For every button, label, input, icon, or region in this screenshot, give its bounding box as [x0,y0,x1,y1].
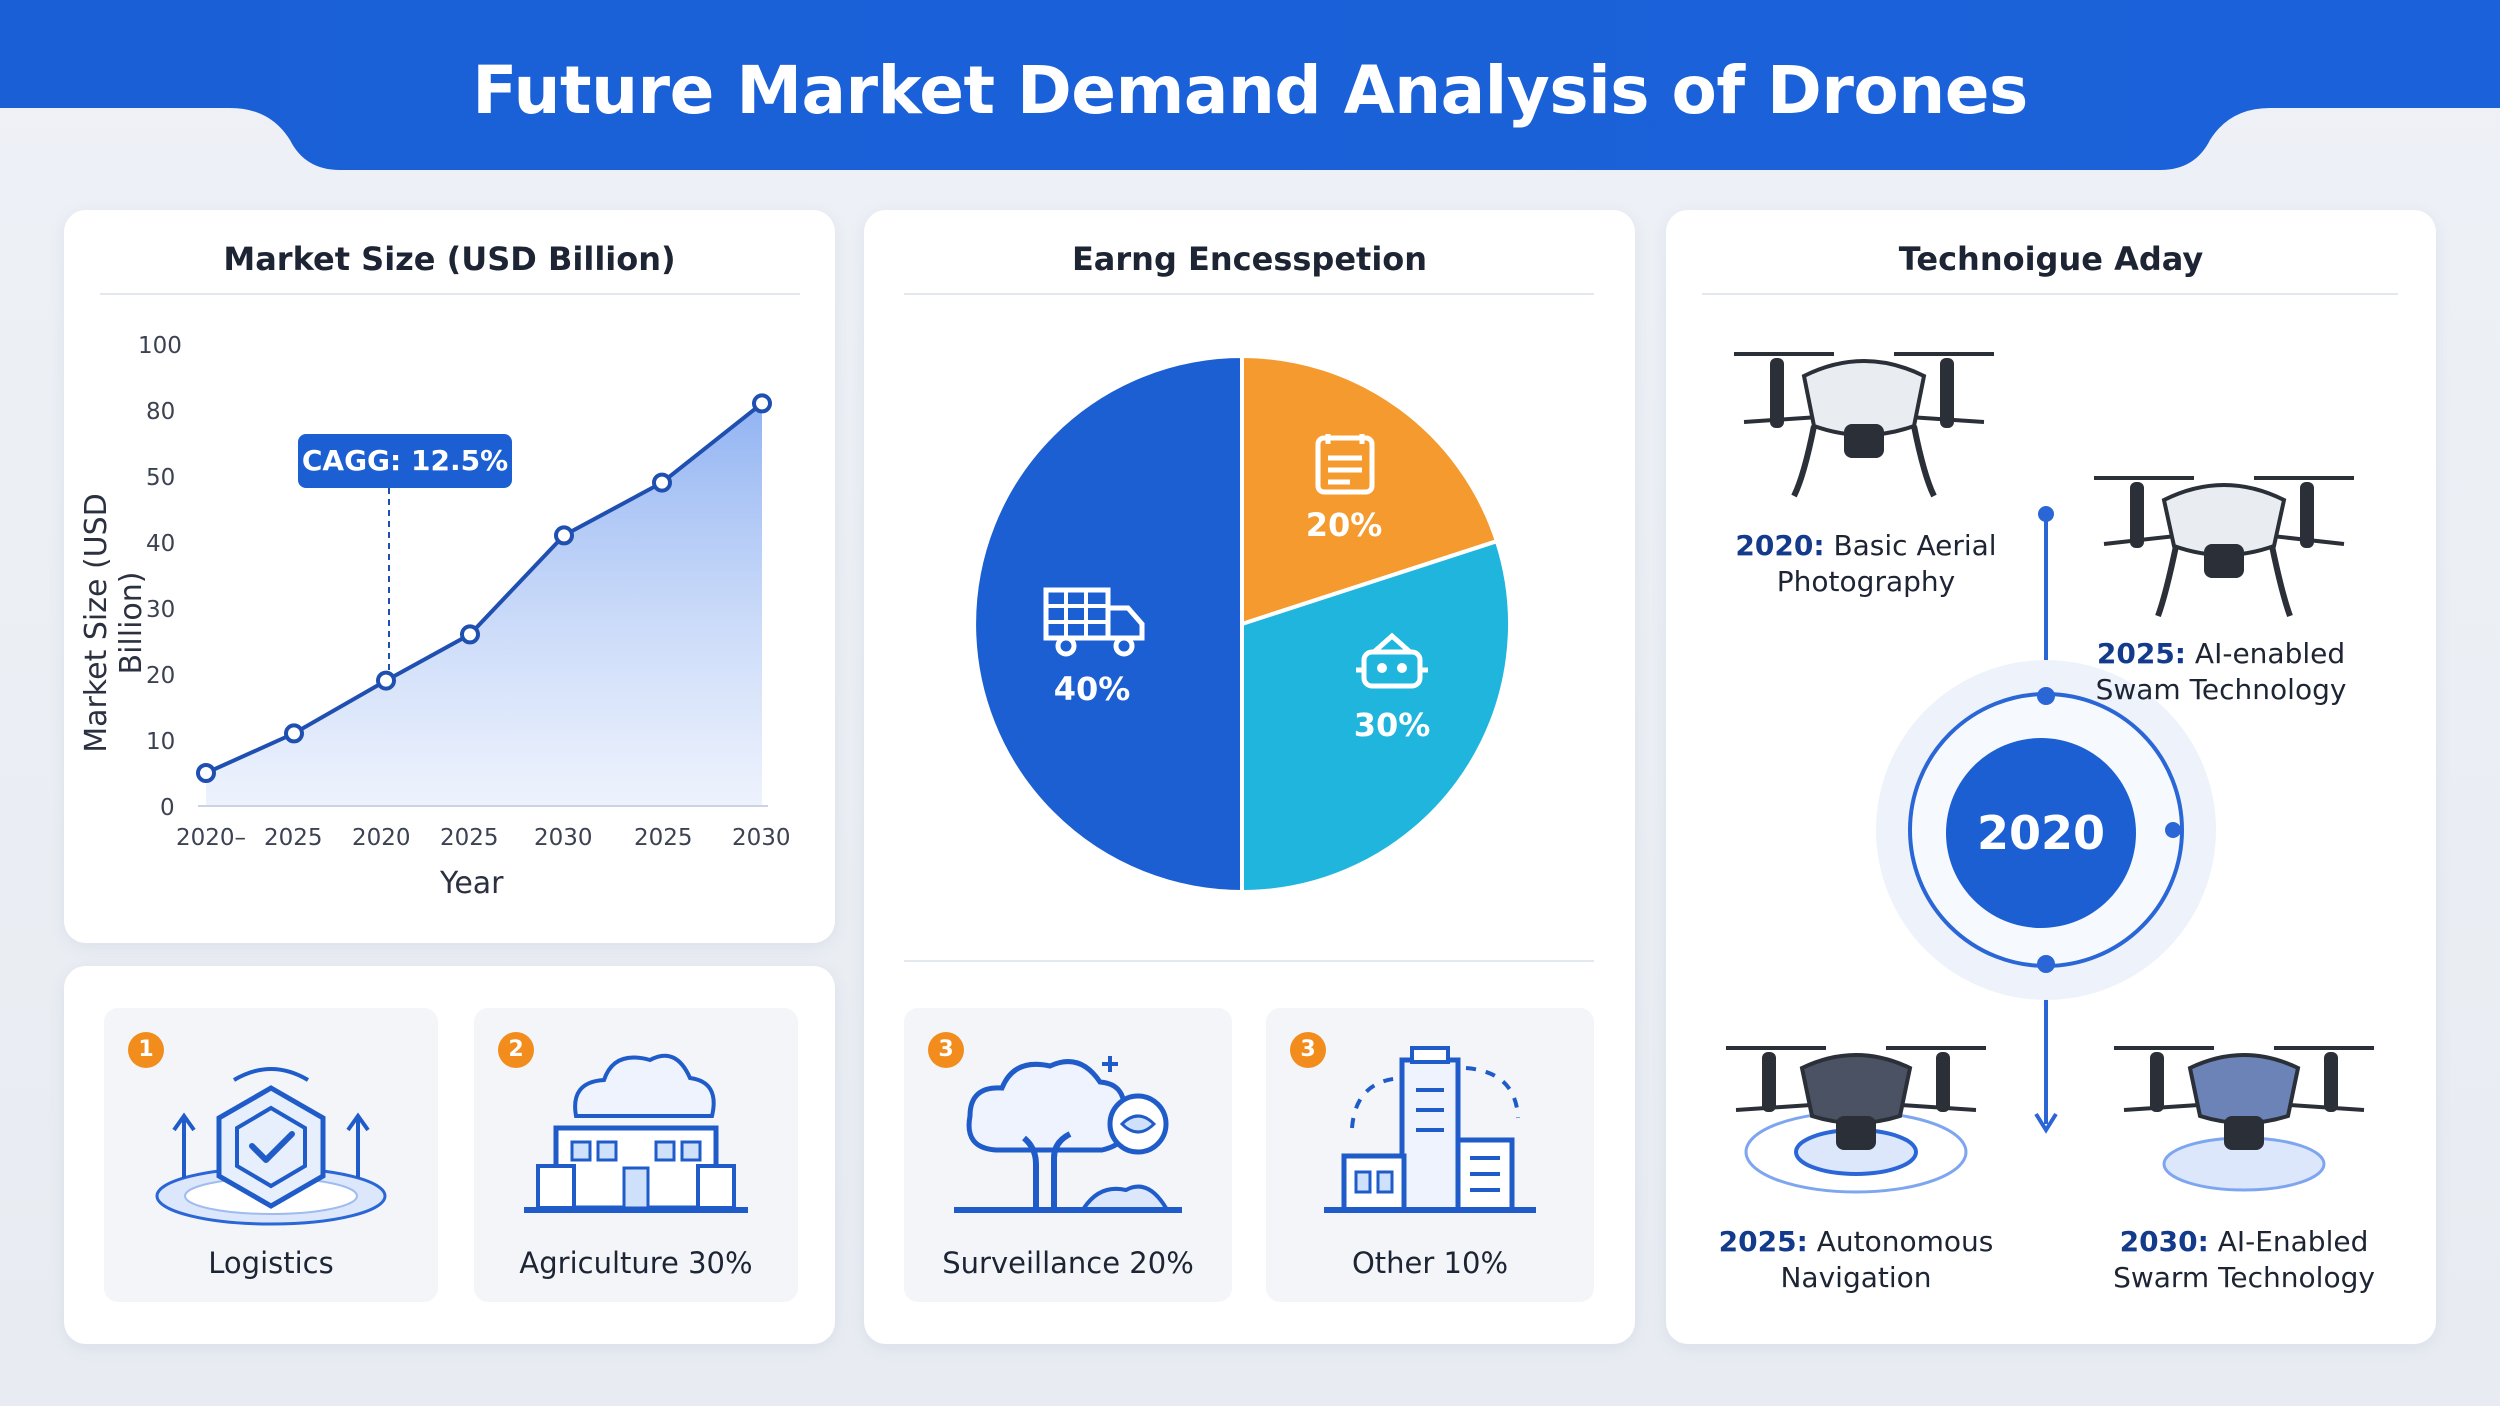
y-tick-label: 80 [146,399,176,425]
header-banner: Future Market Demand Analysis of Drones [0,0,2500,172]
milestone-text: Basic Aerial [1833,529,1997,562]
milestone-text: Autonomous [1816,1225,1994,1258]
x-tick-label: 2020– [176,825,247,851]
pie-chart-title: Earng Encesspetion [1071,240,1428,278]
x-tick-label: 2020 [352,825,411,851]
data-point [460,624,480,645]
segment-badge: 2 [498,1032,534,1068]
pie-slice-label: 20% [1305,506,1383,544]
data-point [652,472,672,493]
package-check-icon [155,1067,387,1226]
drone-icon [2094,476,2354,618]
segment-tile-surveillance[interactable]: 3 Surveillance 20% [904,1008,1232,1302]
x-axis-title: Year [440,866,504,901]
tree-eye-icon [954,1056,1182,1213]
drone-icon [2114,1046,2374,1192]
milestone-text: AI-Enabled [2217,1225,2369,1258]
milestone-text: Swam Technology [2095,673,2347,706]
milestone-caption: 2030: AI-Enabled Swarm Technology [2094,1224,2394,1296]
robot-icon [1356,632,1428,689]
timeline-center-year: 2020 [1946,738,2136,928]
milestone-text: Photography [1776,565,1956,598]
milestone-caption: 2020: Basic Aerial Photography [1716,528,2016,600]
timeline-title: Technoigue Aday [1898,240,2204,278]
drone-icon [1734,352,1994,498]
pie-divider [904,293,1594,295]
milestone-caption: 2025: Autonomous Navigation [1706,1224,2006,1296]
cagr-callout: CAGG: 12.5% [298,434,512,488]
market-size-divider [100,293,800,295]
segment-badge: 1 [128,1032,164,1068]
market-size-title: Market Size (USD Billion) [223,240,676,278]
milestone-year: 2020: [1735,529,1825,562]
milestone-year: 2025: [2096,637,2187,670]
x-tick-label: 2025 [634,825,693,851]
timeline-divider [1702,293,2398,295]
y-tick-label: 30 [146,597,176,623]
x-tick-label: 2025 [264,825,323,851]
segment-tile-other[interactable]: 3 Other 10% [1266,1008,1594,1302]
y-tick-label: 20 [146,663,176,689]
x-tick-label: 2025 [440,825,499,851]
milestone-text: Navigation [1780,1261,1932,1294]
y-axis-title: Market Size (USD Billion) [79,493,149,753]
milestone-text: AI-enabled [2194,637,2346,670]
y-tick-label: 100 [138,333,182,359]
milestone-text: Swarm Technology [2113,1261,2375,1294]
y-tick-label: 40 [146,531,176,557]
farm-building-icon [524,1053,748,1213]
market-size-chart [196,393,772,807]
delivery-truck-icon [1043,587,1145,657]
document-list-icon [1315,434,1375,495]
segment-label: Logistics [208,1246,334,1280]
y-tick-label: 0 [160,795,175,821]
segment-label: Surveillance 20% [942,1246,1194,1280]
data-point [284,723,304,744]
segment-tile-agriculture[interactable]: 2 Agriculture 30% [474,1008,798,1302]
banner-shape [0,0,2500,170]
pie-slice-label: 30% [1353,706,1431,744]
pie-bottom-divider [904,960,1594,962]
drone-icon [1726,1046,1986,1194]
x-tick-label: 2030 [534,825,593,851]
y-tick-label: 10 [146,729,176,755]
pie-slice [1240,538,1512,895]
milestone-year: 2025: [1718,1225,1808,1258]
data-point [752,393,772,414]
data-point [554,525,574,546]
segment-label: Agriculture 30% [519,1246,753,1280]
city-buildings-icon [1324,1046,1536,1213]
segment-tile-logistics[interactable]: 1 Logistics [104,1008,438,1302]
data-point [376,670,396,691]
page-title: Future Market Demand Analysis of Drones [472,52,2028,129]
y-tick-label: 50 [146,465,176,491]
pie-slice-label: 40% [1053,670,1131,708]
segment-label: Other 10% [1351,1246,1509,1280]
segment-badge: 3 [928,1032,964,1068]
x-tick-label: 2030 [732,825,791,851]
milestone-caption: 2025: AI-enabled Swam Technology [2066,636,2376,708]
data-point [196,763,216,783]
segment-badge: 3 [1290,1032,1326,1068]
milestone-year: 2030: [2119,1225,2209,1258]
